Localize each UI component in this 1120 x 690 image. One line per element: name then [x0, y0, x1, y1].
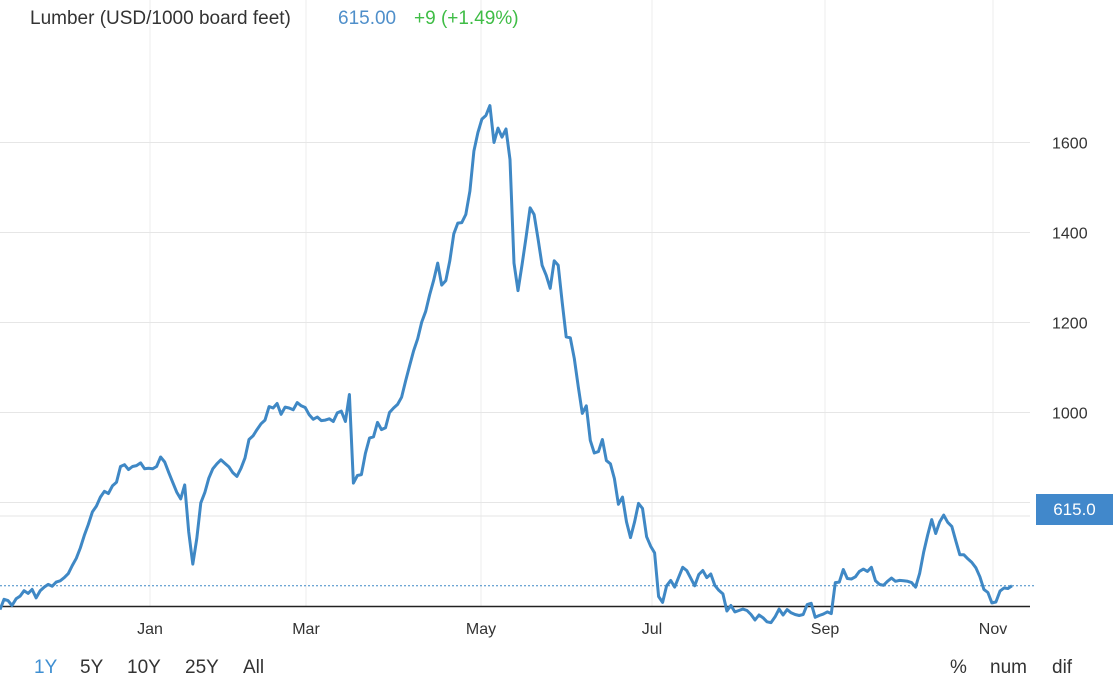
x-tick-label: Nov — [979, 621, 1007, 638]
price-change: +9 (+1.49%) — [414, 8, 519, 29]
x-tick-label: Mar — [292, 621, 320, 638]
range-10y-button[interactable]: 10Y — [127, 657, 161, 678]
x-tick-label: Jan — [137, 621, 163, 638]
range-1y-button[interactable]: 1Y — [34, 657, 58, 678]
range-all-button[interactable]: All — [243, 657, 265, 678]
y-tick-labels: 8001000120014001600 — [1052, 136, 1088, 513]
chart-title: Lumber (USD/1000 board feet) — [30, 8, 291, 29]
horizontal-gridlines — [0, 142, 1030, 517]
x-tick-label: Sep — [811, 621, 840, 638]
mode-percent-button[interactable]: % — [950, 657, 967, 678]
price-series-line — [0, 104, 1013, 625]
x-tick-labels: Jan Mar May Jul Sep Nov — [137, 621, 1007, 638]
y-tick-label: 1000 — [1052, 406, 1088, 423]
mode-num-button[interactable]: num — [990, 657, 1027, 678]
vertical-gridlines — [149, 0, 994, 606]
last-value-badge: 615.0 — [1036, 494, 1113, 525]
mode-dif-button[interactable]: dif — [1052, 657, 1073, 678]
current-price: 615.00 — [338, 8, 397, 29]
y-tick-label: 1400 — [1052, 226, 1088, 243]
range-25y-button[interactable]: 25Y — [185, 657, 219, 678]
y-tick-label: 1600 — [1052, 136, 1088, 153]
y-tick-label: 1200 — [1052, 316, 1088, 333]
x-tick-label: May — [466, 621, 496, 638]
range-5y-button[interactable]: 5Y — [80, 657, 104, 678]
x-tick-label: Jul — [642, 621, 662, 638]
